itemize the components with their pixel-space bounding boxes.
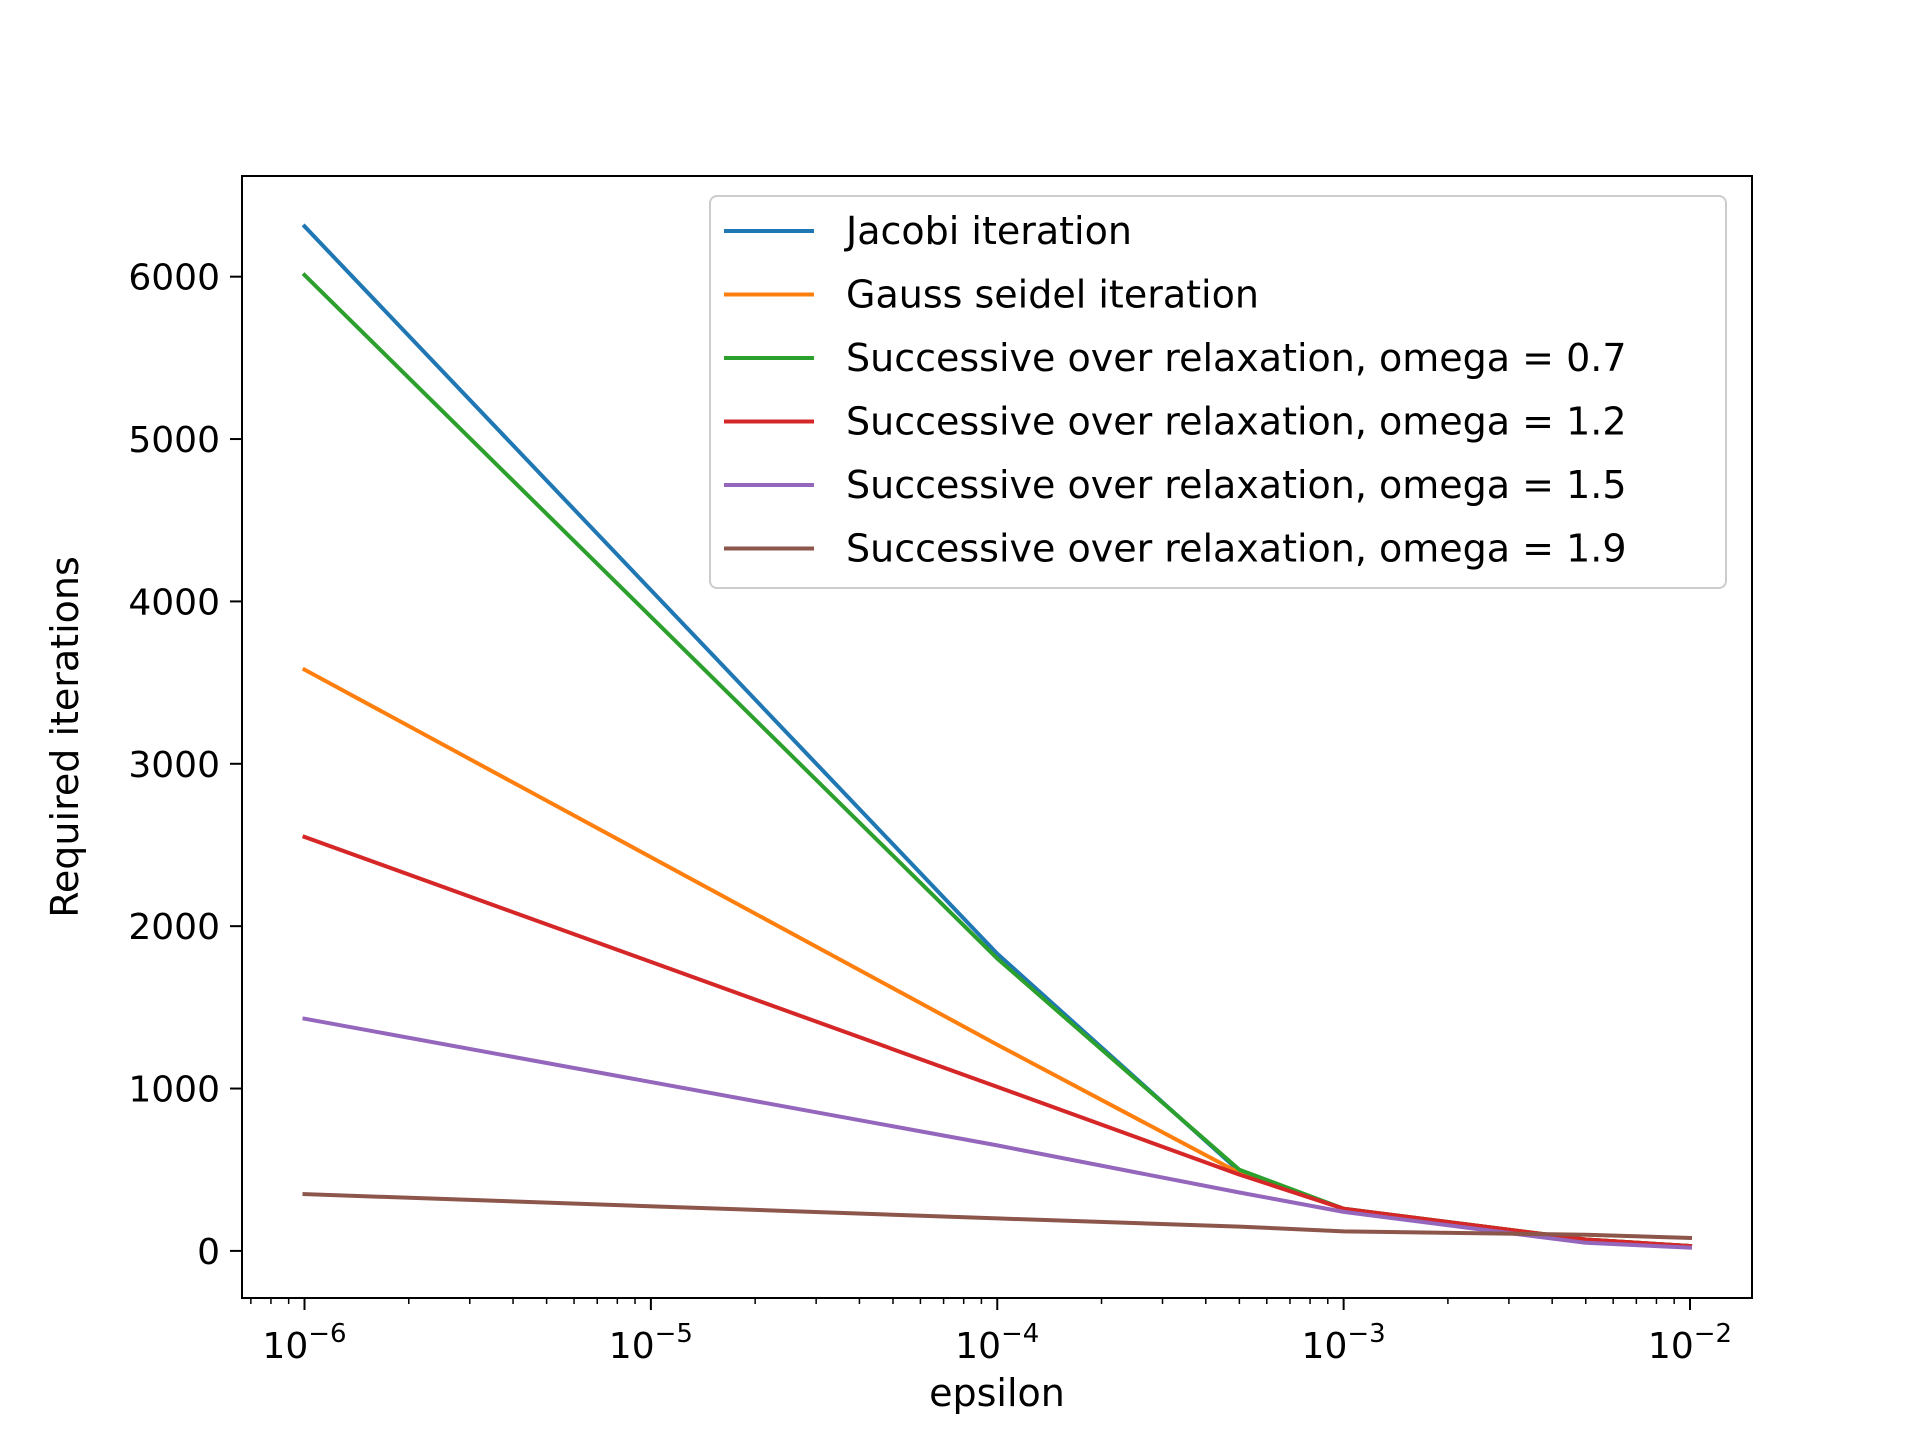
y-tick-label: 0 (197, 1232, 220, 1273)
y-tick-label: 1000 (128, 1070, 220, 1111)
legend-label: Jacobi iteration (844, 209, 1132, 253)
x-axis-label: epsilon (929, 1371, 1065, 1415)
series-line-5 (302, 1016, 1693, 1250)
x-tick-base: 10 (262, 1326, 308, 1367)
x-tick-base: 10 (1302, 1326, 1348, 1367)
x-tick-label: 10−2 (1648, 1319, 1732, 1367)
x-tick-label: 10−4 (955, 1319, 1039, 1367)
legend-frame (709, 195, 1727, 589)
y-tick-label: 5000 (128, 420, 220, 461)
x-tick-label: 10−5 (609, 1319, 693, 1367)
y-tick-label: 3000 (128, 745, 220, 786)
plot-area (301, 223, 1693, 1250)
legend-label: Successive over relaxation, omega = 0.7 (846, 336, 1627, 380)
series-line-4 (301, 834, 1693, 1249)
legend-label: Successive over relaxation, omega = 1.9 (846, 527, 1627, 571)
x-tick-exponent: −4 (1001, 1319, 1039, 1349)
y-axis: 0 1000 2000 3000 4000 5000 6000 (128, 258, 242, 1273)
series-line-6 (302, 1192, 1693, 1240)
y-tick-label: 4000 (128, 582, 220, 623)
x-axis: 10−6 10−5 10−4 10−3 10−2 (250, 1298, 1732, 1367)
y-axis-label: Required iterations (43, 556, 87, 918)
x-tick-label: 10−6 (262, 1319, 346, 1367)
x-tick-exponent: −3 (1347, 1319, 1385, 1349)
y-tick-label: 2000 (128, 907, 220, 948)
x-tick-base: 10 (955, 1326, 1001, 1367)
legend-label: Gauss seidel iteration (846, 273, 1259, 317)
x-tick-exponent: −5 (655, 1319, 693, 1349)
x-tick-exponent: −6 (308, 1319, 346, 1349)
x-tick-base: 10 (1648, 1326, 1694, 1367)
x-tick-label: 10−3 (1302, 1319, 1386, 1367)
legend-label: Successive over relaxation, omega = 1.5 (846, 463, 1627, 507)
x-tick-exponent: −2 (1694, 1319, 1732, 1349)
legend: Jacobi iteration Gauss seidel iteration Su… (709, 195, 1727, 589)
y-tick-label: 6000 (128, 258, 220, 299)
x-tick-base: 10 (609, 1326, 655, 1367)
legend-label: Successive over relaxation, omega = 1.2 (846, 400, 1627, 444)
